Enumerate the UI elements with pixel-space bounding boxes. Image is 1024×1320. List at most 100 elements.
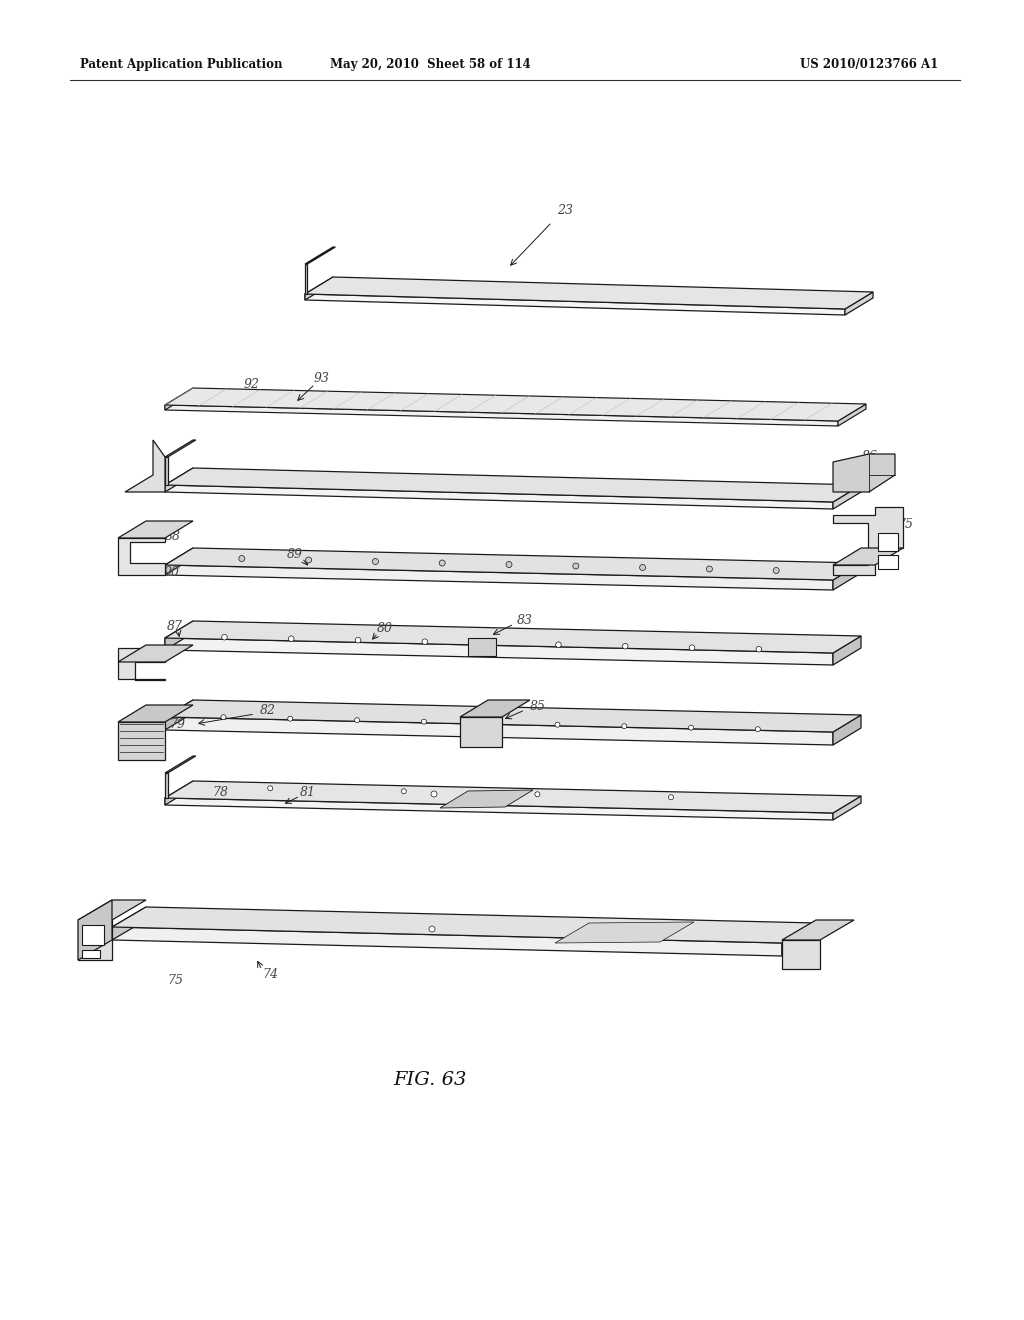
Polygon shape <box>165 700 861 733</box>
Circle shape <box>756 647 762 652</box>
Circle shape <box>535 792 540 797</box>
Text: 86: 86 <box>862 450 878 463</box>
Polygon shape <box>305 277 873 309</box>
Circle shape <box>488 640 495 645</box>
FancyBboxPatch shape <box>878 533 898 550</box>
Text: 75: 75 <box>167 974 183 986</box>
Text: 93: 93 <box>314 371 330 384</box>
Circle shape <box>669 795 674 800</box>
Polygon shape <box>555 921 694 942</box>
Text: 82: 82 <box>862 471 878 484</box>
Circle shape <box>689 645 695 651</box>
Polygon shape <box>833 484 861 510</box>
Circle shape <box>556 642 561 648</box>
Text: May 20, 2010  Sheet 58 of 114: May 20, 2010 Sheet 58 of 114 <box>330 58 530 71</box>
Polygon shape <box>165 388 193 411</box>
Polygon shape <box>833 548 903 565</box>
Text: 85: 85 <box>530 700 546 713</box>
Circle shape <box>401 789 407 793</box>
Polygon shape <box>165 548 193 576</box>
Polygon shape <box>165 469 861 502</box>
Polygon shape <box>305 277 333 300</box>
Text: 90: 90 <box>164 565 180 578</box>
Circle shape <box>354 718 359 723</box>
Polygon shape <box>165 440 196 457</box>
Polygon shape <box>165 700 193 730</box>
Text: 83: 83 <box>517 614 534 627</box>
Polygon shape <box>845 292 873 315</box>
Text: 74: 74 <box>262 969 278 982</box>
Polygon shape <box>125 440 165 492</box>
Polygon shape <box>118 645 193 663</box>
Polygon shape <box>118 648 165 680</box>
Circle shape <box>623 643 628 649</box>
Polygon shape <box>165 565 833 590</box>
Circle shape <box>221 714 226 719</box>
FancyBboxPatch shape <box>82 950 100 958</box>
FancyBboxPatch shape <box>468 638 496 656</box>
Polygon shape <box>118 722 165 760</box>
Text: 82: 82 <box>260 704 276 717</box>
Circle shape <box>422 639 428 644</box>
Polygon shape <box>165 620 861 653</box>
Text: 88: 88 <box>165 529 181 543</box>
Polygon shape <box>118 521 193 539</box>
Circle shape <box>688 725 693 730</box>
Circle shape <box>267 785 272 791</box>
Polygon shape <box>118 539 165 576</box>
Polygon shape <box>165 405 838 426</box>
Polygon shape <box>165 799 833 820</box>
Text: 92: 92 <box>244 379 260 392</box>
Polygon shape <box>833 715 861 744</box>
Circle shape <box>640 565 645 570</box>
Polygon shape <box>112 907 816 942</box>
Text: 81: 81 <box>300 785 316 799</box>
Circle shape <box>707 566 713 572</box>
Circle shape <box>506 561 512 568</box>
Text: FIG. 63: FIG. 63 <box>393 1071 467 1089</box>
FancyBboxPatch shape <box>878 554 898 569</box>
Circle shape <box>431 791 437 797</box>
Polygon shape <box>112 907 146 940</box>
Polygon shape <box>165 620 193 649</box>
Circle shape <box>429 927 435 932</box>
Polygon shape <box>78 920 112 960</box>
Text: 87: 87 <box>167 619 183 632</box>
Polygon shape <box>165 548 861 579</box>
Polygon shape <box>165 717 833 744</box>
Polygon shape <box>165 469 193 492</box>
Text: 75: 75 <box>897 517 913 531</box>
Circle shape <box>756 727 761 731</box>
Circle shape <box>289 636 294 642</box>
Circle shape <box>305 557 311 564</box>
Polygon shape <box>78 900 146 920</box>
Circle shape <box>373 558 379 565</box>
Text: 23: 23 <box>557 203 573 216</box>
Polygon shape <box>78 900 112 960</box>
Polygon shape <box>165 781 193 805</box>
Polygon shape <box>165 774 168 799</box>
Circle shape <box>622 723 627 729</box>
Polygon shape <box>460 700 530 717</box>
Polygon shape <box>440 789 534 808</box>
Polygon shape <box>782 923 816 956</box>
FancyBboxPatch shape <box>460 717 502 747</box>
Polygon shape <box>165 756 196 774</box>
Polygon shape <box>165 638 833 665</box>
Polygon shape <box>782 940 820 969</box>
Polygon shape <box>165 484 833 510</box>
Polygon shape <box>782 920 854 940</box>
Polygon shape <box>112 927 782 956</box>
Circle shape <box>773 568 779 573</box>
Circle shape <box>555 722 560 727</box>
Polygon shape <box>165 781 861 813</box>
Text: 79: 79 <box>169 718 185 730</box>
Circle shape <box>239 556 245 561</box>
Text: 89: 89 <box>287 548 303 561</box>
Circle shape <box>488 721 494 726</box>
Circle shape <box>221 635 227 640</box>
Polygon shape <box>833 564 861 590</box>
Polygon shape <box>833 454 895 492</box>
Text: 78: 78 <box>212 785 228 799</box>
Polygon shape <box>833 636 861 665</box>
